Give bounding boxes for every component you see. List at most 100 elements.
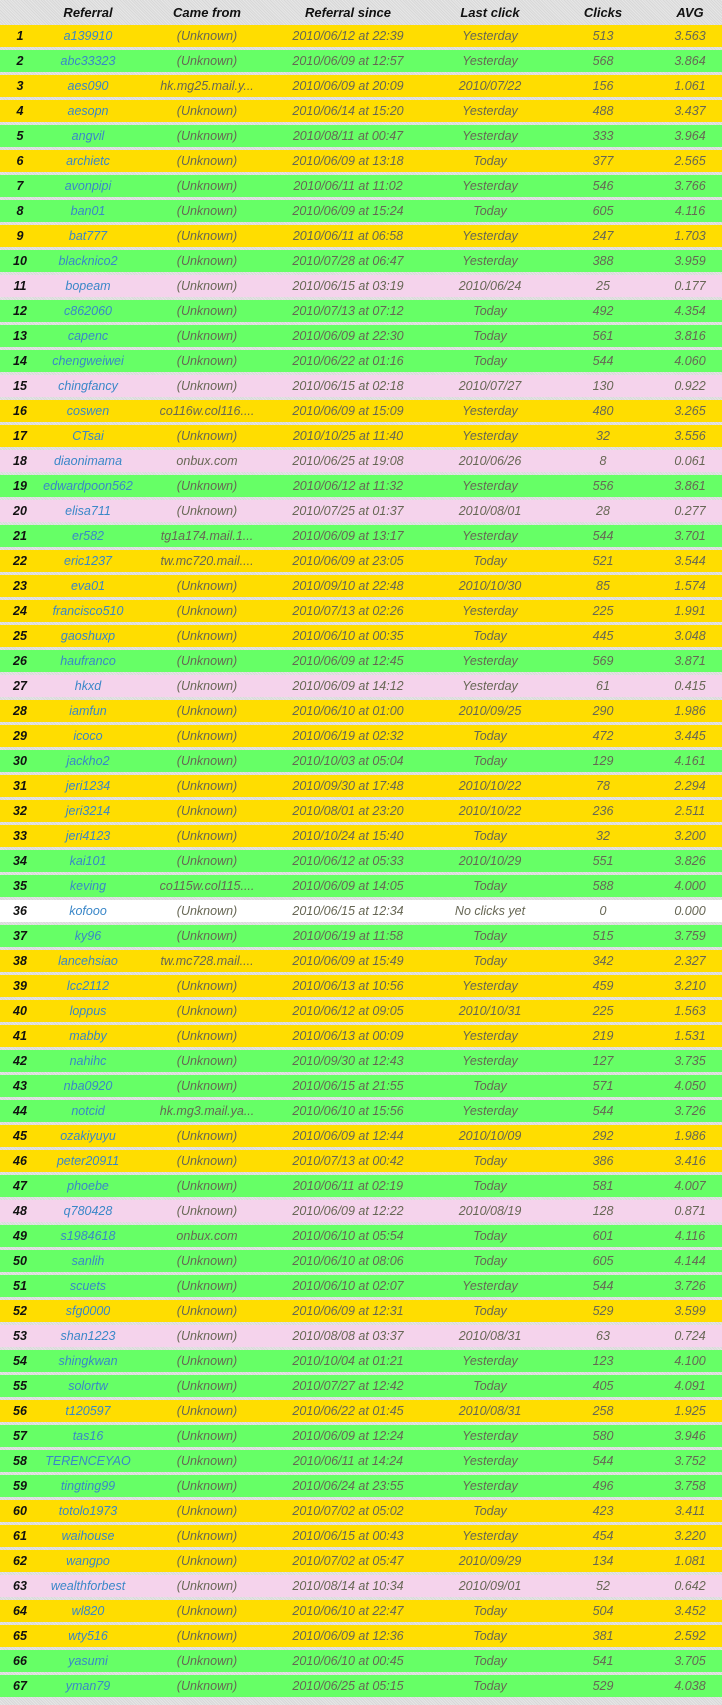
- referral-name[interactable]: iamfun: [69, 704, 107, 718]
- came-from: (Unknown): [176, 1179, 238, 1193]
- clicks: 561: [592, 329, 614, 343]
- referral-name[interactable]: kofooo: [69, 904, 107, 918]
- referral-name[interactable]: capenc: [67, 329, 109, 343]
- came-from: (Unknown): [176, 1404, 238, 1418]
- referral-name[interactable]: wealthforbest: [50, 1579, 126, 1593]
- came-from: (Unknown): [176, 154, 238, 168]
- referral-name[interactable]: loppus: [69, 1004, 107, 1018]
- table-row: 21 er582 tg1a174.mail.1... 2010/06/09 at 13…: [0, 525, 722, 547]
- referral-name[interactable]: shingkwan: [58, 1354, 118, 1368]
- referral-name[interactable]: chengweiwei: [52, 354, 124, 368]
- referral-name[interactable]: c862060: [64, 304, 112, 318]
- table-row: 35 keving co115w.col115.... 2010/06/09 at 1…: [0, 875, 722, 897]
- referral-name[interactable]: bat777: [68, 229, 108, 243]
- referral-name[interactable]: peter20911: [56, 1154, 120, 1168]
- referral-name[interactable]: sanlih: [71, 1254, 105, 1268]
- referral-name[interactable]: q780428: [63, 1204, 113, 1218]
- last-click: Today: [473, 1154, 507, 1168]
- header-referral-since[interactable]: Referral since: [305, 4, 391, 20]
- referral-name[interactable]: yasumi: [68, 1654, 108, 1668]
- referral-name[interactable]: t120597: [65, 1404, 111, 1418]
- referral-name[interactable]: archietc: [66, 154, 110, 168]
- clicks: 381: [592, 1629, 614, 1643]
- referral-name[interactable]: nahihc: [69, 1054, 107, 1068]
- referral-name[interactable]: kai101: [69, 854, 107, 868]
- referral-name[interactable]: tas16: [72, 1429, 104, 1443]
- came-from: (Unknown): [176, 804, 238, 818]
- table-row: 18 diaonimama onbux.com 2010/06/25 at 19:08…: [0, 450, 722, 472]
- referral-name[interactable]: haufranco: [60, 654, 116, 668]
- referral-name[interactable]: blacknico2: [58, 254, 118, 268]
- last-click: Yesterday: [462, 129, 518, 143]
- referral-name[interactable]: ozakiyuyu: [60, 1129, 116, 1143]
- header-clicks[interactable]: Clicks: [583, 4, 623, 20]
- header-came-from[interactable]: Came from: [173, 4, 241, 20]
- referral-name[interactable]: CTsai: [72, 429, 104, 443]
- referral-name[interactable]: jackho2: [66, 754, 110, 768]
- last-click: Yesterday: [462, 1279, 518, 1293]
- referral-name[interactable]: er582: [72, 529, 104, 543]
- referral-name[interactable]: solortw: [68, 1379, 108, 1393]
- referral-name[interactable]: abc33323: [60, 54, 116, 68]
- referral-name[interactable]: totolo1973: [58, 1504, 118, 1518]
- referral-since: 2010/06/12 at 11:32: [292, 479, 404, 493]
- referral-name[interactable]: jeri1234: [65, 779, 111, 793]
- referral-since: 2010/06/12 at 22:39: [292, 29, 404, 43]
- referral-name[interactable]: avonpipi: [64, 179, 112, 193]
- referral-name[interactable]: chingfancy: [58, 379, 118, 393]
- referral-name[interactable]: gaoshuxp: [60, 629, 116, 643]
- clicks: 258: [592, 1404, 614, 1418]
- referral-name[interactable]: a139910: [63, 29, 113, 43]
- referral-name[interactable]: wl820: [71, 1604, 105, 1618]
- referral-name[interactable]: jeri4123: [65, 829, 111, 843]
- referral-name[interactable]: lancehsiao: [58, 954, 118, 968]
- referral-name[interactable]: yman79: [65, 1679, 111, 1693]
- header-last-click[interactable]: Last click: [460, 4, 520, 20]
- referral-name[interactable]: sfg0000: [65, 1304, 111, 1318]
- referral-since: 2010/08/01 at 23:20: [292, 804, 404, 818]
- table-row: 67 yman79 (Unknown) 2010/06/25 at 05:15 Toda…: [0, 1675, 722, 1697]
- referral-name[interactable]: bopeam: [65, 279, 111, 293]
- referral-name[interactable]: francisco510: [52, 604, 124, 618]
- referral-name[interactable]: phoebe: [67, 1179, 109, 1193]
- header-referral[interactable]: Referral: [63, 4, 113, 20]
- referral-name[interactable]: tingting99: [60, 1479, 116, 1493]
- referral-name[interactable]: ky96: [74, 929, 102, 943]
- referral-name[interactable]: lcc2112: [66, 979, 110, 993]
- came-from: (Unknown): [176, 704, 238, 718]
- referral-name[interactable]: mabby: [69, 1029, 107, 1043]
- referral-name[interactable]: wty516: [68, 1629, 108, 1643]
- header-avg[interactable]: AVG: [676, 4, 704, 20]
- table-row: 65 wty516 (Unknown) 2010/06/09 at 12:36 Toda…: [0, 1625, 722, 1647]
- referral-name[interactable]: wangpo: [66, 1554, 110, 1568]
- row-number: 26: [13, 654, 27, 668]
- referral-name[interactable]: s1984618: [60, 1229, 116, 1243]
- referral-name[interactable]: eric1237: [64, 554, 112, 568]
- referral-name[interactable]: diaonimama: [53, 454, 123, 468]
- referral-name[interactable]: notcid: [71, 1104, 105, 1118]
- referral-name[interactable]: TERENCEYAO: [45, 1454, 131, 1468]
- referral-name[interactable]: ban01: [70, 204, 106, 218]
- referral-name[interactable]: aes090: [67, 79, 109, 93]
- avg: 0.642: [674, 1579, 706, 1593]
- referral-name[interactable]: angvil: [71, 129, 105, 143]
- referral-name[interactable]: shan1223: [60, 1329, 116, 1343]
- referral-name[interactable]: scuets: [69, 1279, 107, 1293]
- came-from: (Unknown): [176, 329, 238, 343]
- referral-name[interactable]: aesopn: [67, 104, 109, 118]
- clicks: 388: [592, 254, 614, 268]
- referral-name[interactable]: hkxd: [74, 679, 102, 693]
- came-from: (Unknown): [176, 229, 238, 243]
- referral-name[interactable]: keving: [69, 879, 107, 893]
- referral-name[interactable]: eva01: [70, 579, 106, 593]
- referral-name[interactable]: icoco: [73, 729, 103, 743]
- referral-name[interactable]: waihouse: [61, 1529, 115, 1543]
- table-row: 42 nahihc (Unknown) 2010/09/30 at 12:43 Yest…: [0, 1050, 722, 1072]
- referral-name[interactable]: edwardpoon562: [43, 479, 133, 493]
- came-from: (Unknown): [176, 1679, 238, 1693]
- came-from: (Unknown): [176, 1054, 238, 1068]
- referral-name[interactable]: nba0920: [63, 1079, 113, 1093]
- referral-name[interactable]: coswen: [66, 404, 110, 418]
- referral-name[interactable]: jeri3214: [65, 804, 111, 818]
- referral-name[interactable]: elisa711: [65, 504, 111, 518]
